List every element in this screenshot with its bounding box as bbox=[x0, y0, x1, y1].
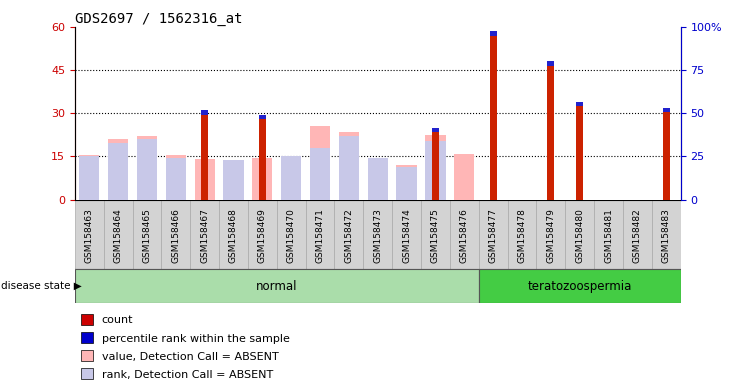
Bar bbox=[396, 165, 417, 200]
Text: GSM158476: GSM158476 bbox=[460, 208, 469, 263]
Bar bbox=[81, 369, 93, 379]
Bar bbox=[508, 200, 536, 269]
Bar bbox=[576, 102, 583, 200]
Bar bbox=[306, 200, 334, 269]
Text: GSM158478: GSM158478 bbox=[518, 208, 527, 263]
Bar bbox=[162, 200, 190, 269]
Bar bbox=[137, 136, 157, 200]
Bar bbox=[259, 115, 266, 119]
Text: GSM158469: GSM158469 bbox=[258, 208, 267, 263]
Bar bbox=[79, 157, 99, 200]
Bar bbox=[310, 126, 330, 200]
Bar bbox=[201, 111, 208, 115]
Bar bbox=[594, 200, 623, 269]
Bar bbox=[166, 158, 186, 200]
Text: GSM158470: GSM158470 bbox=[286, 208, 295, 263]
Bar bbox=[392, 200, 421, 269]
Text: GSM158464: GSM158464 bbox=[114, 208, 123, 263]
Bar bbox=[277, 200, 306, 269]
Bar bbox=[426, 135, 446, 200]
Text: disease state ▶: disease state ▶ bbox=[1, 281, 82, 291]
Text: GSM158468: GSM158468 bbox=[229, 208, 238, 263]
Text: GSM158482: GSM158482 bbox=[633, 208, 642, 263]
Text: rank, Detection Call = ABSENT: rank, Detection Call = ABSENT bbox=[102, 370, 273, 380]
Bar bbox=[252, 158, 272, 200]
Bar bbox=[81, 332, 93, 343]
Text: GSM158472: GSM158472 bbox=[344, 208, 353, 263]
Bar bbox=[536, 200, 565, 269]
Bar bbox=[281, 157, 301, 200]
Bar bbox=[339, 132, 359, 200]
Bar bbox=[368, 158, 387, 200]
Bar bbox=[190, 200, 219, 269]
Bar bbox=[166, 155, 186, 200]
Bar bbox=[663, 108, 670, 200]
Bar bbox=[565, 200, 594, 269]
Bar bbox=[248, 200, 277, 269]
Bar bbox=[334, 200, 364, 269]
Text: GSM158467: GSM158467 bbox=[200, 208, 209, 263]
Text: GSM158474: GSM158474 bbox=[402, 208, 411, 263]
Bar bbox=[368, 158, 387, 200]
Bar bbox=[79, 155, 99, 200]
Bar bbox=[108, 143, 128, 200]
Bar bbox=[310, 148, 330, 200]
Bar bbox=[479, 200, 508, 269]
Bar bbox=[652, 200, 681, 269]
Text: GSM158479: GSM158479 bbox=[546, 208, 555, 263]
Bar bbox=[663, 108, 670, 112]
Bar bbox=[518, 200, 526, 204]
Bar bbox=[259, 115, 266, 200]
Text: GSM158465: GSM158465 bbox=[142, 208, 151, 263]
Bar bbox=[634, 200, 641, 204]
Bar bbox=[605, 200, 612, 204]
Bar bbox=[219, 200, 248, 269]
Bar bbox=[81, 314, 93, 325]
Text: GSM158463: GSM158463 bbox=[85, 208, 94, 263]
Bar bbox=[281, 157, 301, 200]
Bar bbox=[364, 200, 392, 269]
Bar bbox=[224, 160, 244, 200]
Text: count: count bbox=[102, 315, 133, 325]
Text: GSM158481: GSM158481 bbox=[604, 208, 613, 263]
Bar bbox=[339, 136, 359, 200]
Bar bbox=[137, 139, 157, 200]
Text: GSM158475: GSM158475 bbox=[431, 208, 440, 263]
Bar bbox=[108, 139, 128, 200]
Bar bbox=[426, 141, 446, 200]
Text: GSM158473: GSM158473 bbox=[373, 208, 382, 263]
Bar bbox=[489, 31, 497, 36]
Bar bbox=[450, 200, 479, 269]
Bar bbox=[548, 61, 554, 66]
Bar bbox=[432, 127, 439, 132]
Text: percentile rank within the sample: percentile rank within the sample bbox=[102, 334, 289, 344]
Bar bbox=[104, 200, 132, 269]
Bar bbox=[75, 200, 104, 269]
Text: teratozoospermia: teratozoospermia bbox=[527, 280, 632, 293]
Bar bbox=[81, 350, 93, 361]
Bar bbox=[421, 200, 450, 269]
Text: GSM158480: GSM158480 bbox=[575, 208, 584, 263]
Bar bbox=[201, 111, 208, 200]
Text: GSM158477: GSM158477 bbox=[488, 208, 497, 263]
Text: value, Detection Call = ABSENT: value, Detection Call = ABSENT bbox=[102, 352, 278, 362]
Bar bbox=[75, 269, 479, 303]
Bar bbox=[432, 127, 439, 200]
Bar bbox=[489, 31, 497, 200]
Bar bbox=[454, 154, 474, 200]
Bar bbox=[132, 200, 162, 269]
Text: GDS2697 / 1562316_at: GDS2697 / 1562316_at bbox=[75, 12, 242, 25]
Bar bbox=[576, 102, 583, 106]
Text: GSM158483: GSM158483 bbox=[662, 208, 671, 263]
Bar bbox=[396, 167, 417, 200]
Bar bbox=[194, 159, 215, 200]
Text: GSM158466: GSM158466 bbox=[171, 208, 180, 263]
Bar bbox=[623, 200, 652, 269]
Text: normal: normal bbox=[256, 280, 298, 293]
Text: GSM158471: GSM158471 bbox=[316, 208, 325, 263]
Bar bbox=[479, 269, 681, 303]
Bar bbox=[548, 61, 554, 200]
